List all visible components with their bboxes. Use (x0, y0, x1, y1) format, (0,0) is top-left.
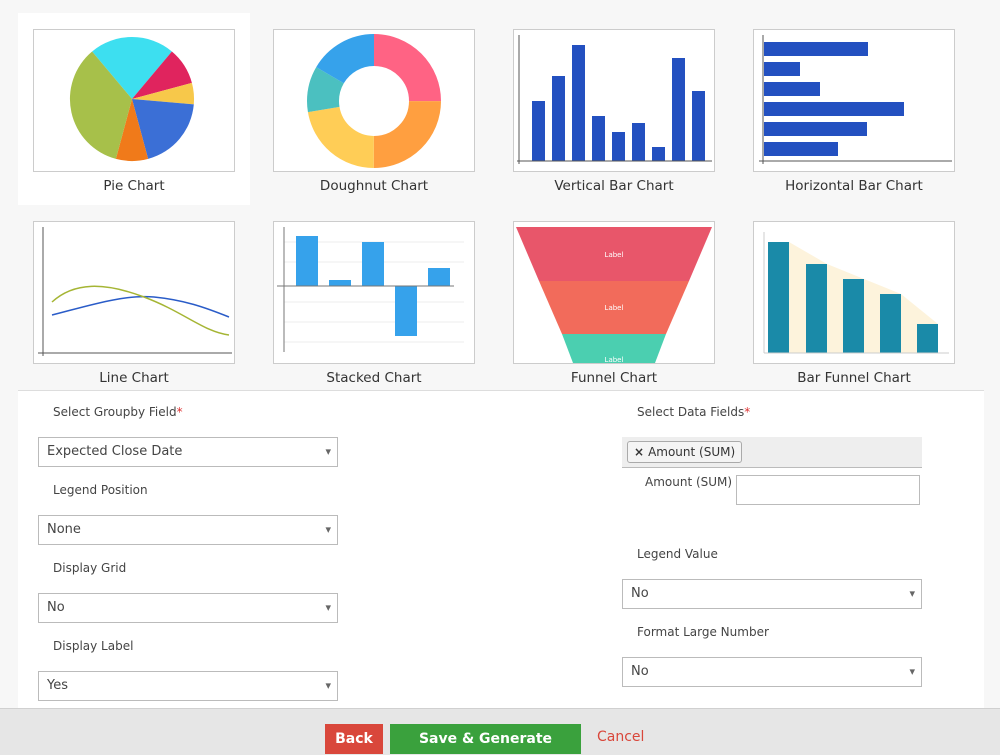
chart-type-label: Funnel Chart (570, 370, 658, 386)
line-thumbnail (33, 221, 235, 364)
tag-text: Amount (SUM) (648, 445, 736, 459)
chart-type-label: Doughnut Chart (319, 178, 429, 194)
field-label: Amount (SUM) (645, 475, 733, 489)
chart-tile[interactable]: Stacked Chart (258, 205, 490, 397)
funnel-label: Label (605, 251, 624, 259)
chart-type-label: Horizontal Bar Chart (785, 178, 923, 194)
back-button[interactable]: Back (325, 724, 383, 754)
selected-tag: × Amount (SUM) (627, 441, 743, 463)
chart-type-label: Bar Funnel Chart (797, 370, 911, 386)
dropdown[interactable]: None (38, 515, 338, 545)
dropdown[interactable]: Expected Close Date (38, 437, 338, 467)
chart-type-label: Vertical Bar Chart (554, 178, 674, 194)
field-label: Format Large Number (637, 625, 769, 639)
chart-type-label: Line Chart (99, 370, 169, 386)
text-input[interactable] (736, 475, 920, 505)
field-label: Select Groupby Field* (53, 405, 183, 419)
label-text: Select Groupby Field (53, 405, 177, 419)
field-label: Legend Position (53, 483, 148, 497)
field-label: Legend Value (637, 547, 718, 561)
required-mark: * (744, 405, 751, 419)
chart-tile[interactable]: Pie Chart (18, 13, 250, 205)
chart-tile[interactable]: Line Chart (18, 205, 250, 397)
dropdown[interactable]: No (38, 593, 338, 623)
chart-tile[interactable]: Doughnut Chart (258, 13, 490, 205)
horizontal-bar-thumbnail (753, 29, 955, 172)
chart-settings-form: Select Groupby Field* Expected Close Dat… (18, 390, 984, 709)
bar-funnel-thumbnail (753, 221, 955, 364)
vertical-bar-thumbnail (513, 29, 715, 172)
field-label: Select Data Fields* (637, 405, 750, 419)
funnel-label: Label (605, 304, 624, 312)
label-text: Select Data Fields (637, 405, 745, 419)
chart-tile[interactable]: Label Label Label Funnel Chart (498, 205, 730, 397)
doughnut-thumbnail (273, 29, 475, 172)
required-mark: * (176, 405, 183, 419)
field-label: Display Grid (53, 561, 127, 575)
funnel-thumbnail: Label Label Label (513, 221, 715, 364)
pie-thumbnail (33, 29, 235, 172)
save-button[interactable]: Save & Generate Report (390, 724, 581, 754)
chart-type-label: Pie Chart (103, 178, 165, 194)
cancel-link[interactable]: Cancel (597, 729, 645, 745)
multi-select[interactable]: × Amount (SUM) (622, 437, 922, 468)
chart-tile[interactable]: Horizontal Bar Chart (738, 13, 970, 205)
field-label: Display Label (53, 639, 134, 653)
stacked-thumbnail (273, 221, 475, 364)
footer: Back Save & Generate Report Cancel (0, 708, 1000, 755)
chart-tile[interactable]: Vertical Bar Chart (498, 13, 730, 205)
chart-tile[interactable]: Bar Funnel Chart (738, 205, 970, 397)
funnel-label: Label (605, 356, 624, 364)
dropdown[interactable]: No (622, 657, 922, 687)
dropdown[interactable]: Yes (38, 671, 338, 701)
dropdown[interactable]: No (622, 579, 922, 609)
tag-remove[interactable]: × (634, 445, 645, 459)
chart-type-label: Stacked Chart (326, 370, 422, 386)
